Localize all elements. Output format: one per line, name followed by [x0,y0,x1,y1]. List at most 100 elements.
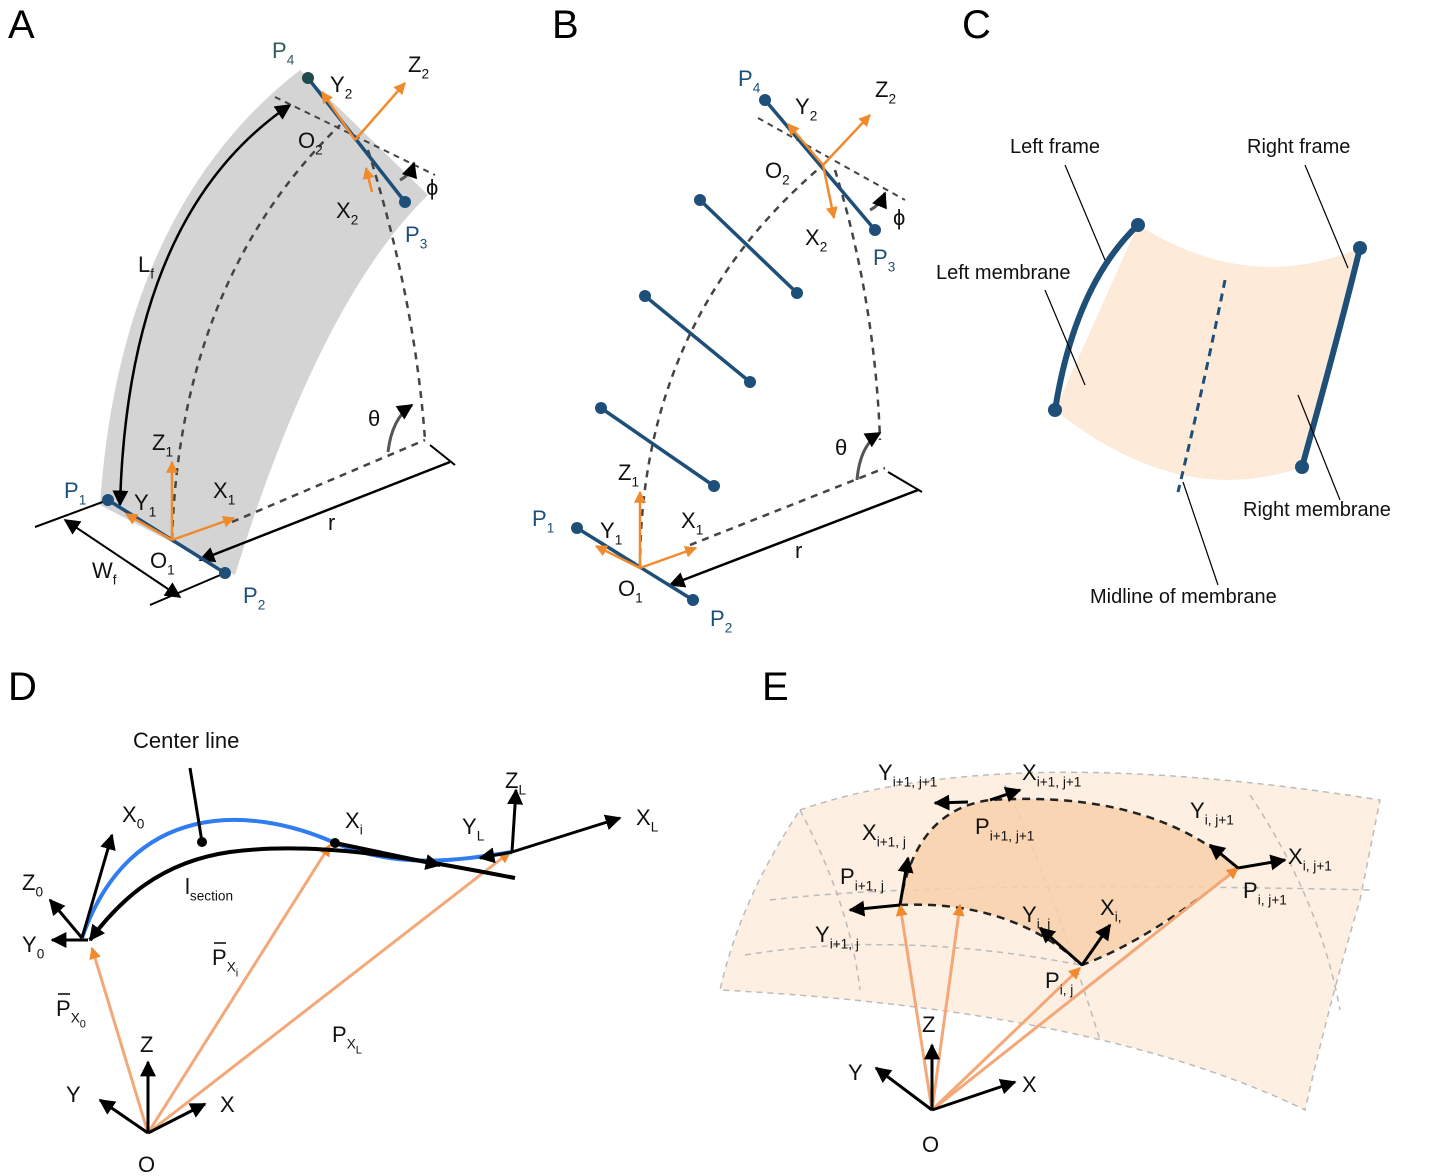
label: Z1 [618,460,639,490]
label: O2 [765,158,790,188]
label-text: Y [462,814,477,839]
label-subscript: 1 [631,475,639,490]
label-subscript: 1 [696,523,704,538]
label-text: X [345,808,360,833]
label-text: Y [815,922,830,947]
label-text: P [840,864,855,889]
label-subscript: 4 [753,81,761,96]
label-subscript: i+1, j+1 [893,775,938,790]
label-subscript: i, j [1060,983,1074,998]
axis-arrow [596,546,640,568]
point [639,290,651,302]
label-text: P [1243,878,1258,903]
label-text: X [122,802,137,827]
axis-arrow [640,548,696,568]
label: Lf [138,252,154,282]
point [869,224,881,236]
label: P3 [405,222,427,252]
angle-arc [857,433,880,480]
label-text: P [873,245,888,270]
label-text: Midline of membrane [1090,586,1277,608]
label-text: Y [600,518,615,543]
label: Right membrane [1243,499,1391,521]
point [330,838,340,848]
label-subscript: i+1, j+1 [1037,775,1082,790]
label-text: X [862,820,877,845]
label-text: O [765,158,782,183]
label-text: O [922,1132,939,1157]
label-text: L [138,252,150,277]
label-subscript: 2 [820,240,828,255]
label-subscript: section [190,889,233,904]
label-subscript: X [71,1011,80,1026]
label-text: P [64,478,79,503]
point [1048,403,1062,417]
label-subscript: 1 [547,521,555,536]
label-subscript: i, j+1 [1303,859,1332,874]
label: PXL [332,1022,362,1056]
center-line [82,820,512,938]
axis-arrow [512,818,620,852]
label: lsection [185,874,233,904]
label: Y2 [330,72,352,102]
point [687,594,699,606]
label: Left frame [1010,136,1100,158]
point [302,72,314,84]
label: Z2 [408,52,429,82]
point [791,287,803,299]
label-text: X [636,805,651,830]
line [1305,165,1348,268]
point [744,376,756,388]
label: r [328,510,335,535]
label-text: Z [922,1012,935,1037]
label-text: Y [1190,798,1205,823]
angle-arc [870,193,885,210]
label-subscript: 0 [137,817,145,832]
position-vector [148,845,330,1133]
label-text: θ [368,406,380,431]
point [102,494,114,506]
label-subscript: 2 [782,173,790,188]
label: Right frame [1247,136,1350,158]
label: Midline of membrane [1090,586,1277,608]
point [1131,218,1145,232]
label-subscript: 2 [888,92,896,107]
label: Y [66,1082,81,1107]
label-subscript: L [518,783,526,798]
label-subscript: i, j+1 [1205,813,1234,828]
label: O [922,1132,939,1157]
label-text: X [1288,844,1303,869]
label-text: Z [152,430,165,455]
label: O1 [150,548,175,578]
label-text: P [332,1022,347,1047]
label-subscript: 2 [345,87,353,102]
label-subscript: 2 [315,143,323,158]
label-subscript: f [113,573,117,588]
label: P2 [710,606,732,636]
label-subscript: 3 [420,237,428,252]
label-subscript: i+1, j [877,835,906,850]
label-subscript: 0 [35,885,43,900]
label-text: r [795,538,802,563]
label-text: Y [848,1060,863,1085]
label-subscript: i [360,823,363,838]
label-subscript: 1 [79,493,87,508]
label-subscript: 1 [149,505,157,520]
label: θ [368,406,380,431]
label-text: Right frame [1247,136,1350,158]
line [888,472,922,492]
tangent-arrow [335,843,440,865]
label-text: Y [66,1082,81,1107]
label-text: P [272,38,287,63]
label: P1 [532,506,554,536]
label-text: θ [835,435,847,460]
label-text: Z [875,77,888,102]
frame-segment [645,296,750,382]
label-text: Right membrane [1243,499,1391,521]
label: Z [140,1032,153,1057]
label-text: Z [140,1032,153,1057]
label-subscript: 2 [810,109,818,124]
label-text: Y [1022,902,1037,927]
label-text: X [220,1092,235,1117]
label-text: P [710,606,725,631]
